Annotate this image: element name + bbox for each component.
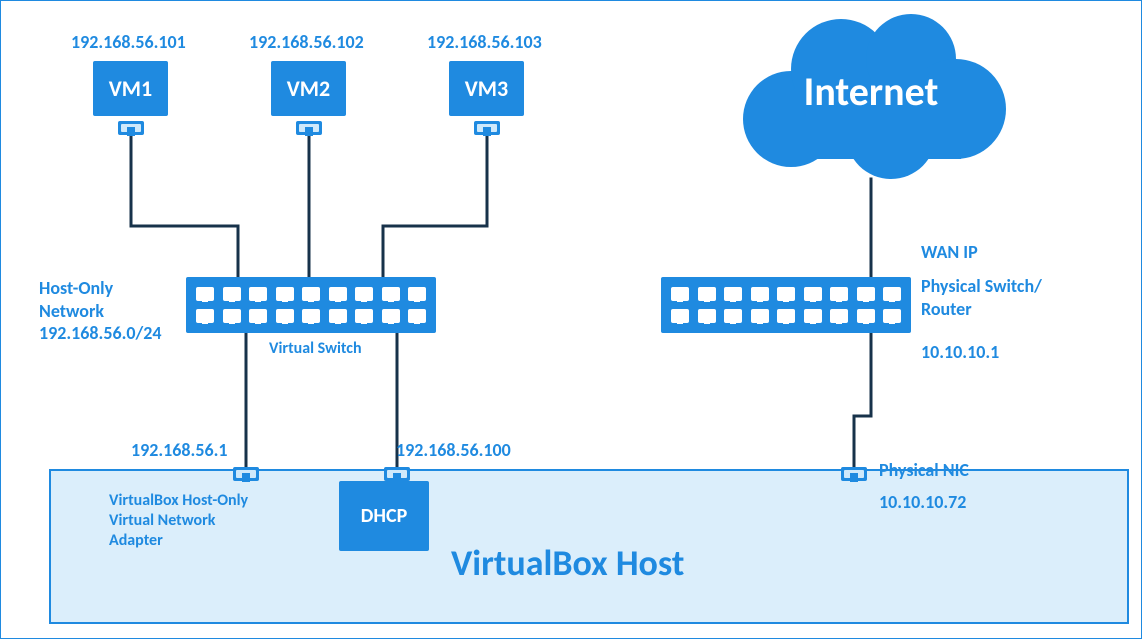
host-only-adapter-ip: 192.168.56.1 bbox=[131, 439, 228, 462]
internet-label: Internet bbox=[731, 67, 1011, 116]
diagram-canvas: VirtualBox Host Internet 192.168.56.101 V… bbox=[0, 0, 1142, 639]
vm-box: VM1 bbox=[93, 61, 168, 116]
vm-nic-icon bbox=[118, 121, 144, 135]
host-only-adapter-label: VirtualBox Host-Only Virtual Network Ada… bbox=[109, 491, 248, 551]
vm-ip: 192.168.56.103 bbox=[427, 31, 542, 54]
physical-switch-label: Physical Switch/ Router bbox=[921, 275, 1042, 320]
physical-nic-label: Physical NIC bbox=[879, 459, 969, 482]
host-only-adapter-nic-icon bbox=[233, 467, 259, 481]
virtual-switch-label: Virtual Switch bbox=[269, 339, 362, 359]
vm-nic-icon bbox=[296, 121, 322, 135]
vm-ip: 192.168.56.102 bbox=[249, 31, 364, 54]
vm-box: VM3 bbox=[449, 61, 524, 116]
vm-ip: 192.168.56.101 bbox=[71, 31, 186, 54]
physical-switch bbox=[661, 277, 911, 333]
physical-nic-ip: 10.10.10.72 bbox=[879, 491, 966, 514]
host-only-network-label: Host-Only Network 192.168.56.0/24 bbox=[39, 277, 162, 345]
virtual-switch bbox=[186, 277, 436, 333]
physical-switch-ip: 10.10.10.1 bbox=[921, 341, 999, 364]
dhcp-ip: 192.168.56.100 bbox=[396, 439, 511, 462]
vm-nic-icon bbox=[474, 121, 500, 135]
dhcp-nic-icon bbox=[384, 467, 410, 481]
wan-ip-label: WAN IP bbox=[921, 241, 978, 264]
dhcp-box: DHCP bbox=[339, 481, 429, 551]
virtualbox-host-title: VirtualBox Host bbox=[451, 541, 684, 585]
vm-box: VM2 bbox=[271, 61, 346, 116]
internet-cloud: Internet bbox=[731, 9, 1011, 179]
physical-nic-icon bbox=[841, 467, 867, 481]
